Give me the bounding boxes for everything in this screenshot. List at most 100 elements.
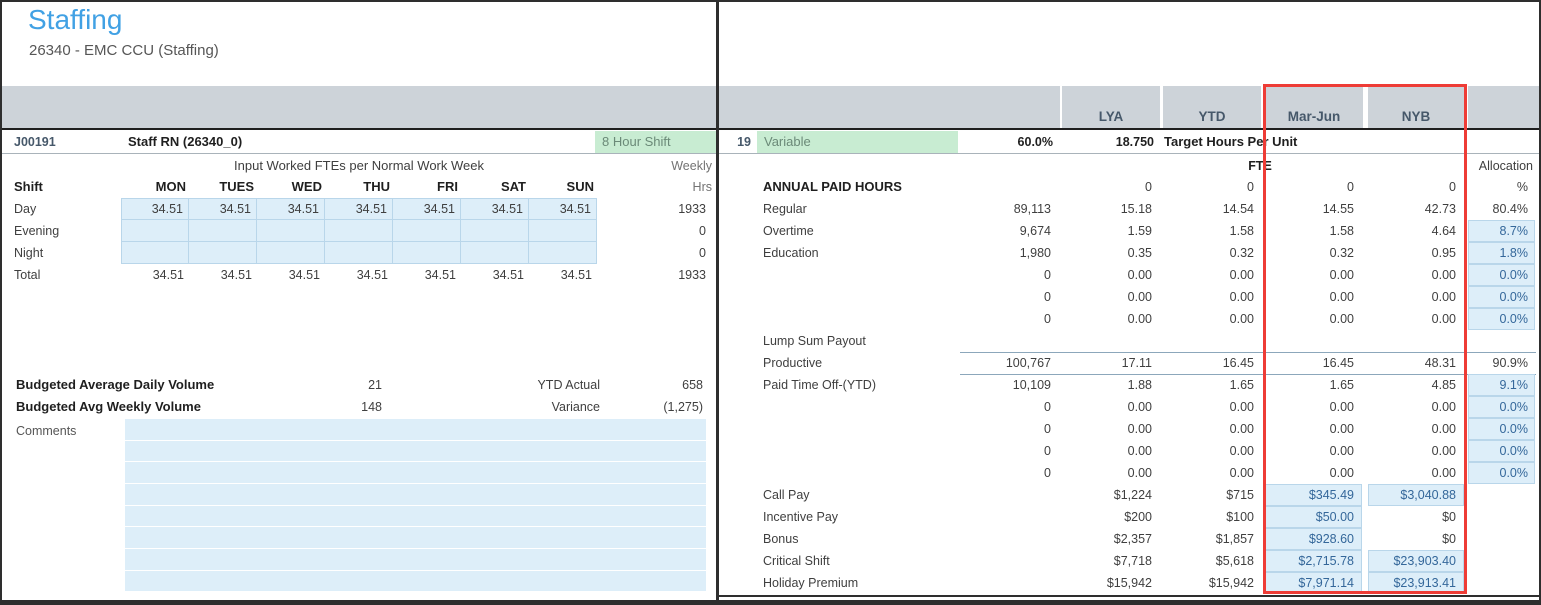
fte-input-cell[interactable]: 34.51: [325, 198, 393, 220]
input-cell-nyb[interactable]: $3,040.88: [1368, 484, 1464, 506]
weekly-hrs-value: 1933: [678, 202, 706, 216]
comment-row[interactable]: [125, 419, 706, 440]
annual-paid-hours-value: 0: [1347, 180, 1354, 194]
allocation-cell[interactable]: 0.0%: [1468, 308, 1535, 330]
day-header-wed: WED: [291, 179, 322, 194]
target-percent: 60.0%: [1017, 135, 1053, 149]
lya-value: 0.00: [1127, 400, 1152, 414]
allocation-cell[interactable]: 8.7%: [1468, 220, 1535, 242]
column-header-mar-jun: Mar-Jun: [1265, 86, 1363, 128]
stat-value2: (1,275): [663, 400, 703, 414]
allocation-cell[interactable]: 0.0%: [1468, 418, 1535, 440]
fte-input-cell[interactable]: [121, 220, 189, 242]
mar-jun-value: 0.00: [1329, 290, 1354, 304]
comment-row[interactable]: [125, 440, 706, 462]
allocation-cell[interactable]: 0.0%: [1468, 286, 1535, 308]
column-header-lya: LYA: [1062, 86, 1160, 128]
ytd-value: 0.00: [1229, 290, 1254, 304]
fte-input-cell[interactable]: [121, 242, 189, 264]
nyb-value: 0.00: [1431, 422, 1456, 436]
comment-row[interactable]: [125, 483, 706, 505]
fte-input-cell[interactable]: [461, 242, 529, 264]
shift-row-label-total: Total: [14, 268, 41, 282]
ytd-value: $100: [1226, 510, 1254, 524]
shift-type-cell[interactable]: 8 Hour Shift: [595, 131, 716, 153]
lya-value: 0.00: [1127, 444, 1152, 458]
fte-input-cell[interactable]: [257, 220, 325, 242]
allocation-cell[interactable]: 0.0%: [1468, 440, 1535, 462]
nyb-value: 0.00: [1431, 312, 1456, 326]
fte-input-cell[interactable]: [529, 220, 597, 242]
lya-value: 0.35: [1127, 246, 1152, 260]
shift-row-label-day: Day: [14, 202, 37, 216]
comment-row[interactable]: [125, 570, 706, 592]
annual-hours-value: 9,674: [1019, 224, 1051, 238]
fte-input-cell[interactable]: [529, 242, 597, 264]
ytd-value: 1.65: [1229, 378, 1254, 392]
input-cell-nyb[interactable]: $23,913.41: [1368, 572, 1464, 594]
left-header-bar: [2, 86, 716, 128]
comment-row[interactable]: [125, 527, 706, 548]
mar-jun-value: 1.65: [1329, 378, 1354, 392]
weekly-hrs-value: 0: [699, 246, 706, 260]
allocation-cell[interactable]: 1.8%: [1468, 242, 1535, 264]
nyb-value: $0: [1442, 510, 1456, 524]
fte-input-cell[interactable]: [189, 242, 257, 264]
row-label-education: Education: [763, 246, 819, 260]
row-label-regular: Regular: [763, 202, 807, 216]
grid-title: Input Worked FTEs per Normal Work Week: [234, 158, 484, 173]
allocation-cell[interactable]: 9.1%: [1468, 374, 1535, 396]
fte-input-cell[interactable]: [393, 220, 461, 242]
ytd-value: $1,857: [1215, 532, 1254, 546]
fte-input-cell[interactable]: 34.51: [121, 198, 189, 220]
fte-input-cell[interactable]: 34.51: [529, 198, 597, 220]
fte-input-cell[interactable]: [325, 242, 393, 264]
allocation-cell[interactable]: 0.0%: [1468, 264, 1535, 286]
page-subtitle: 26340 - EMC CCU (Staffing): [29, 42, 219, 59]
right-header-bar-allocation: [1468, 86, 1539, 128]
job-name: Staff RN (26340_0): [128, 134, 243, 149]
fte-input-cell[interactable]: [189, 220, 257, 242]
ytd-value: 0.00: [1229, 422, 1254, 436]
lya-value: $7,718: [1113, 554, 1152, 568]
comment-row[interactable]: [125, 505, 706, 527]
fte-input-cell[interactable]: [257, 242, 325, 264]
shift-row-label-night: Night: [14, 246, 44, 260]
stat-value: 148: [361, 400, 382, 414]
lya-value: $2,357: [1113, 532, 1152, 546]
row-label-productive: Productive: [763, 356, 823, 370]
right-row-separator: [719, 153, 1539, 154]
mar-jun-value: 0.00: [1329, 312, 1354, 326]
annual-hours-value: 0: [1044, 290, 1051, 304]
fte-input-cell[interactable]: 34.51: [393, 198, 461, 220]
fte-input-cell[interactable]: 34.51: [461, 198, 529, 220]
comment-row[interactable]: [125, 462, 706, 483]
fte-input-cell[interactable]: [393, 242, 461, 264]
fte-total-cell: 34.51: [152, 268, 184, 282]
variable-type-cell[interactable]: Variable: [757, 131, 958, 153]
mar-jun-value: 0.00: [1329, 268, 1354, 282]
subtotal-top-border: [960, 352, 1536, 353]
comment-row[interactable]: [125, 548, 706, 570]
annual-hours-value: 0: [1044, 268, 1051, 282]
row-label-overtime: Overtime: [763, 224, 814, 238]
ytd-value: 16.45: [1222, 356, 1254, 370]
input-cell-mar-jun[interactable]: $7,971.14: [1265, 572, 1362, 594]
fte-input-cell[interactable]: 34.51: [189, 198, 257, 220]
input-cell-mar-jun[interactable]: $928.60: [1265, 528, 1362, 550]
column-header-nyb: NYB: [1368, 86, 1464, 128]
nyb-value: 4.64: [1431, 224, 1456, 238]
input-cell-mar-jun[interactable]: $2,715.78: [1265, 550, 1362, 572]
input-cell-mar-jun[interactable]: $345.49: [1265, 484, 1362, 506]
input-cell-nyb[interactable]: $23,903.40: [1368, 550, 1464, 572]
fte-input-cell[interactable]: [325, 220, 393, 242]
target-hours: 18.750: [1115, 135, 1154, 149]
lya-value: $1,224: [1113, 488, 1152, 502]
allocation-cell[interactable]: 0.0%: [1468, 462, 1535, 484]
fte-input-cell[interactable]: 34.51: [257, 198, 325, 220]
ytd-value: $15,942: [1208, 576, 1254, 590]
frame-left-border: [0, 0, 2, 605]
fte-input-cell[interactable]: [461, 220, 529, 242]
allocation-cell[interactable]: 0.0%: [1468, 396, 1535, 418]
annual-hours-value: 0: [1044, 466, 1051, 480]
